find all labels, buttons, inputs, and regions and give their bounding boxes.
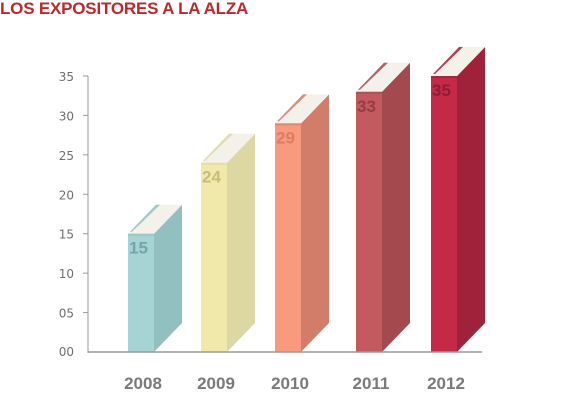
- bar-top-face: [431, 47, 485, 76]
- bar-front-edge: [275, 123, 301, 126]
- bar-value-label: 15: [129, 239, 148, 258]
- bar-top-face: [201, 133, 255, 163]
- x-tick-label: 2008: [124, 374, 162, 393]
- bar-side-face: [227, 133, 255, 352]
- bar-2008: 15: [128, 204, 182, 352]
- bar-front-face: [201, 162, 227, 352]
- bar-cover-edge: [203, 133, 233, 161]
- x-tick-label: 2009: [197, 374, 235, 393]
- y-tick-label: 20: [59, 188, 74, 202]
- bar-front-face: [356, 91, 382, 353]
- bar-cover-edge: [277, 94, 307, 122]
- y-tick-label: 25: [59, 149, 74, 163]
- bar-cover-edge: [130, 204, 160, 232]
- y-tick-label: 15: [59, 228, 74, 242]
- bar-side-face: [382, 62, 410, 353]
- bar-front-edge: [201, 162, 227, 165]
- bar-value-label: 24: [202, 168, 221, 187]
- bars: 15 24 29 33 35: [128, 47, 485, 353]
- bar-2010: 29: [275, 94, 329, 353]
- bar-2009: 24: [201, 133, 255, 352]
- y-tick-label: 35: [59, 70, 74, 84]
- y-axis: 00 05 10 15 20 25 30 35: [59, 70, 89, 359]
- bar-side-face: [457, 47, 485, 352]
- bar-front-edge: [356, 91, 382, 94]
- x-tick-label: 2011: [353, 374, 390, 393]
- bar-side-face: [301, 94, 329, 353]
- bar-front-edge: [128, 233, 154, 236]
- x-tick-label: 2012: [427, 374, 465, 393]
- y-tick-label: 10: [59, 267, 74, 281]
- bar-value-label: 33: [357, 97, 376, 116]
- bar-top-face: [128, 204, 182, 234]
- bar-2011: 33: [356, 62, 410, 353]
- x-tick-label: 2010: [271, 374, 309, 393]
- bar-cover-edge: [358, 62, 388, 90]
- bar-front-face: [128, 233, 154, 352]
- y-tick-label: 05: [59, 307, 74, 321]
- chart-title: LOS EXPOSITORES A LA ALZA: [0, 0, 249, 18]
- bar-value-label: 35: [432, 81, 451, 100]
- bar-cover-edge: [433, 47, 463, 74]
- bar-top-face: [275, 94, 329, 124]
- y-tick-label: 00: [59, 345, 74, 359]
- bar-front-edge: [431, 76, 457, 78]
- bar-front-face: [431, 76, 457, 352]
- x-axis: 2008 2009 2010 2011 2012: [88, 351, 482, 393]
- bar-value-label: 29: [276, 128, 295, 147]
- bar-2012: 35: [431, 47, 485, 352]
- bar-side-face: [154, 204, 182, 352]
- bar-top-face: [356, 62, 410, 92]
- bar-front-face: [275, 123, 301, 352]
- y-tick-label: 30: [59, 109, 74, 123]
